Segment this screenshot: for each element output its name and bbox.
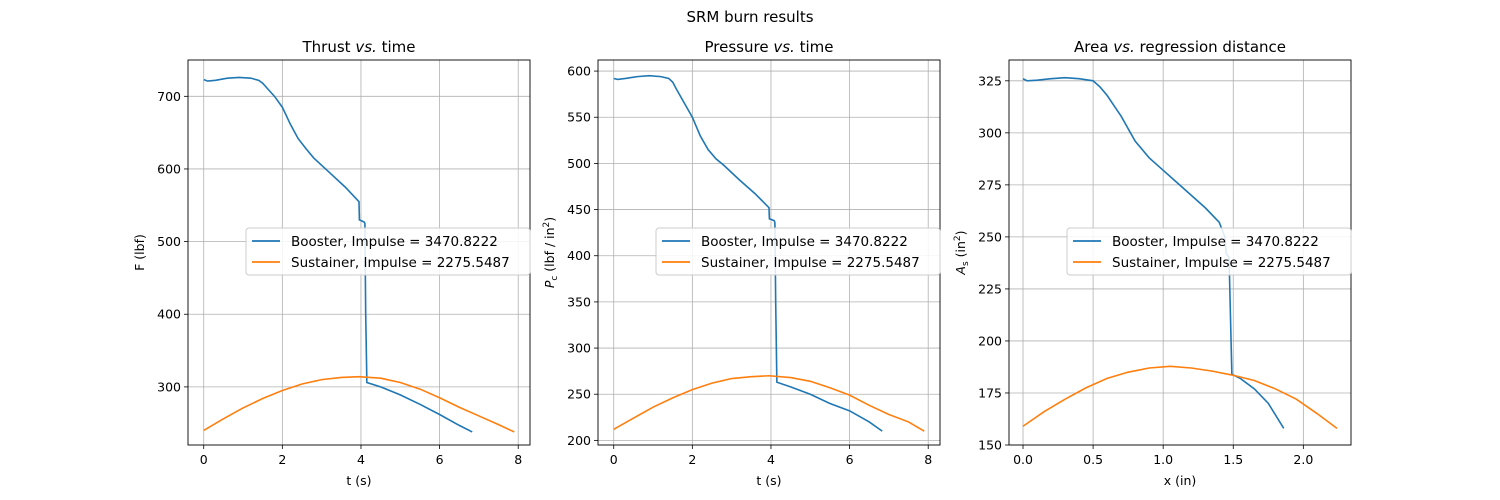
y-tick-label: 225	[978, 281, 1002, 296]
x-tick-label: 0	[610, 452, 618, 467]
y-tick-label: 300	[978, 125, 1002, 140]
x-tick-label: 6	[846, 452, 854, 467]
subplot-title: Area vs. regression distance	[1074, 38, 1286, 56]
x-tick-label: 0.0	[1013, 452, 1033, 467]
subplot-2: 0 2 4 6 8 200 250 300 350 400 450 500 550 600 Pressure…	[542, 38, 941, 488]
y-tick-label: 500	[567, 156, 591, 171]
legend-frame	[245, 227, 531, 276]
x-tick-label: 0.5	[1083, 452, 1103, 467]
legend: Booster, Impulse = 3470.8222 Sustainer, I…	[245, 227, 531, 276]
x-axis-label: t (s)	[756, 473, 781, 488]
y-tick-label: 550	[567, 110, 591, 125]
y-tick-label: 175	[978, 385, 1002, 400]
legend: Booster, Impulse = 3470.8222 Sustainer, I…	[655, 227, 941, 276]
x-tick-label: 1.0	[1153, 452, 1173, 467]
y-tick-label: 400	[567, 248, 591, 263]
y-tick-label: 600	[567, 64, 591, 79]
legend-label: Booster, Impulse = 3470.8222	[701, 234, 908, 250]
x-tick-label: 0	[200, 452, 208, 467]
series-line-sustainer	[613, 374, 925, 432]
x-tick-label: 2	[278, 452, 286, 467]
y-tick-label: 250	[978, 229, 1002, 244]
series-line-sustainer	[1022, 365, 1338, 429]
y-tick-label: 450	[567, 202, 591, 217]
legend: Booster, Impulse = 3470.8222 Sustainer, I…	[1066, 227, 1352, 276]
figure-suptitle: SRM burn results	[686, 8, 813, 26]
series-line-booster	[613, 74, 883, 432]
series-line-sustainer	[203, 375, 515, 433]
legend-frame	[655, 227, 941, 276]
y-tick-label: 325	[978, 73, 1002, 88]
series-line-booster	[1022, 76, 1285, 429]
x-tick-label: 4	[357, 452, 365, 467]
y-tick-label: 200	[567, 433, 591, 448]
x-tick-label: 2	[688, 452, 696, 467]
x-tick-label: 2.0	[1293, 452, 1313, 467]
y-tick-label: 200	[978, 333, 1002, 348]
subplot-1: 0 2 4 6 8 300 400 500 600 700 Thrust vs. time t (s)…	[132, 38, 531, 488]
y-tick-label: 300	[567, 341, 591, 356]
y-axis-label: Pc (lbf / in2)	[542, 217, 560, 288]
x-tick-label: 6	[436, 452, 444, 467]
y-tick-label: 700	[157, 89, 181, 104]
x-tick-label: 8	[514, 452, 522, 467]
subplot-3: 0.0 0.5 1.0 1.5 2.0 150 175 200 225 250 275 300 325 A…	[953, 38, 1352, 488]
x-axis-label: x (in)	[1164, 473, 1197, 488]
x-axis-label: t (s)	[346, 473, 371, 488]
legend-label: Sustainer, Impulse = 2275.5487	[291, 255, 510, 271]
subplot-title: Pressure vs. time	[705, 38, 834, 56]
x-tick-label: 4	[767, 452, 775, 467]
legend-frame	[1066, 227, 1352, 276]
y-axis-label: As (in2)	[953, 230, 971, 275]
subplots: 0 2 4 6 8 300 400 500 600 700 Thrust vs. time t (s)…	[132, 38, 1352, 488]
y-tick-label: 600	[157, 161, 181, 176]
y-tick-label: 500	[157, 234, 181, 249]
x-tick-label: 1.5	[1223, 452, 1243, 467]
legend-label: Sustainer, Impulse = 2275.5487	[1112, 255, 1331, 271]
legend-label: Booster, Impulse = 3470.8222	[291, 234, 498, 250]
legend-label: Sustainer, Impulse = 2275.5487	[701, 255, 920, 271]
series-line-booster	[203, 76, 473, 433]
y-axis-label: F (lbf)	[132, 234, 147, 271]
y-tick-label: 350	[567, 294, 591, 309]
legend-label: Booster, Impulse = 3470.8222	[1112, 234, 1319, 250]
y-tick-label: 275	[978, 177, 1002, 192]
y-tick-label: 150	[978, 438, 1002, 453]
y-tick-label: 250	[567, 387, 591, 402]
y-tick-label: 400	[157, 307, 181, 322]
subplot-title: Thrust vs. time	[302, 38, 416, 56]
x-tick-label: 8	[924, 452, 932, 467]
y-tick-label: 300	[157, 379, 181, 394]
